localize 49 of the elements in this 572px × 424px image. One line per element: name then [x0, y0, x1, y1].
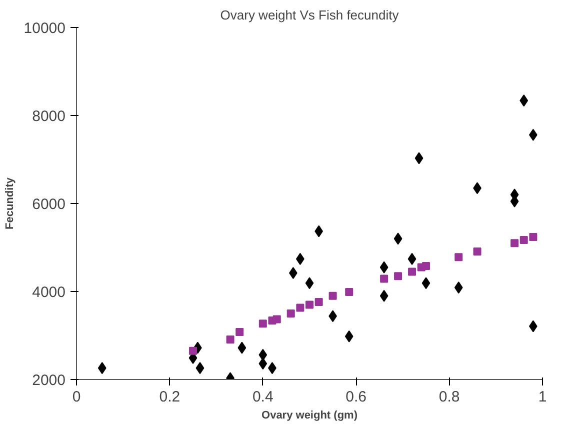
point [196, 362, 204, 374]
y-tick-label: 2000 [32, 372, 66, 389]
point [473, 247, 482, 256]
point [314, 298, 323, 306]
y-axis-title: Fecundity [4, 176, 16, 230]
y-tick-label: 10000 [24, 20, 66, 37]
y-tick-label: 4000 [32, 284, 66, 301]
point [98, 362, 106, 374]
point [520, 236, 528, 244]
point [422, 262, 430, 270]
point [394, 232, 402, 245]
point [414, 152, 424, 164]
point [510, 239, 519, 248]
point [328, 292, 337, 300]
y-tick-label: 6000 [32, 196, 66, 213]
x-tick-label: 0 [72, 388, 81, 406]
chart-title: Ovary weight Vs Fish fecundity [220, 8, 400, 22]
point [344, 330, 354, 342]
point [238, 342, 246, 354]
point [454, 253, 463, 262]
x-tick-label: 0.8 [438, 388, 460, 406]
x-axis-title: Ovary weight (gm) [262, 410, 358, 422]
point [272, 315, 281, 324]
point [258, 348, 268, 361]
point [286, 310, 295, 318]
point [345, 288, 354, 296]
point [380, 290, 388, 302]
y-tick-label: 8000 [32, 108, 66, 125]
point [306, 300, 314, 309]
point [236, 328, 244, 336]
point [408, 268, 416, 276]
point [394, 272, 402, 280]
point [380, 261, 388, 274]
x-tick-label: 0.4 [252, 388, 274, 406]
x-tick-label: 1 [538, 388, 547, 406]
point [422, 277, 430, 290]
x-tick-label: 0.6 [346, 388, 367, 406]
point [189, 346, 197, 355]
point [454, 282, 463, 294]
point [380, 274, 388, 283]
point [408, 252, 416, 265]
point [305, 277, 314, 290]
point [529, 232, 538, 241]
point [258, 358, 268, 370]
point [258, 320, 267, 328]
point [520, 94, 528, 107]
x-tick-label: 0.2 [159, 388, 180, 406]
point [296, 304, 304, 312]
point [226, 335, 234, 344]
